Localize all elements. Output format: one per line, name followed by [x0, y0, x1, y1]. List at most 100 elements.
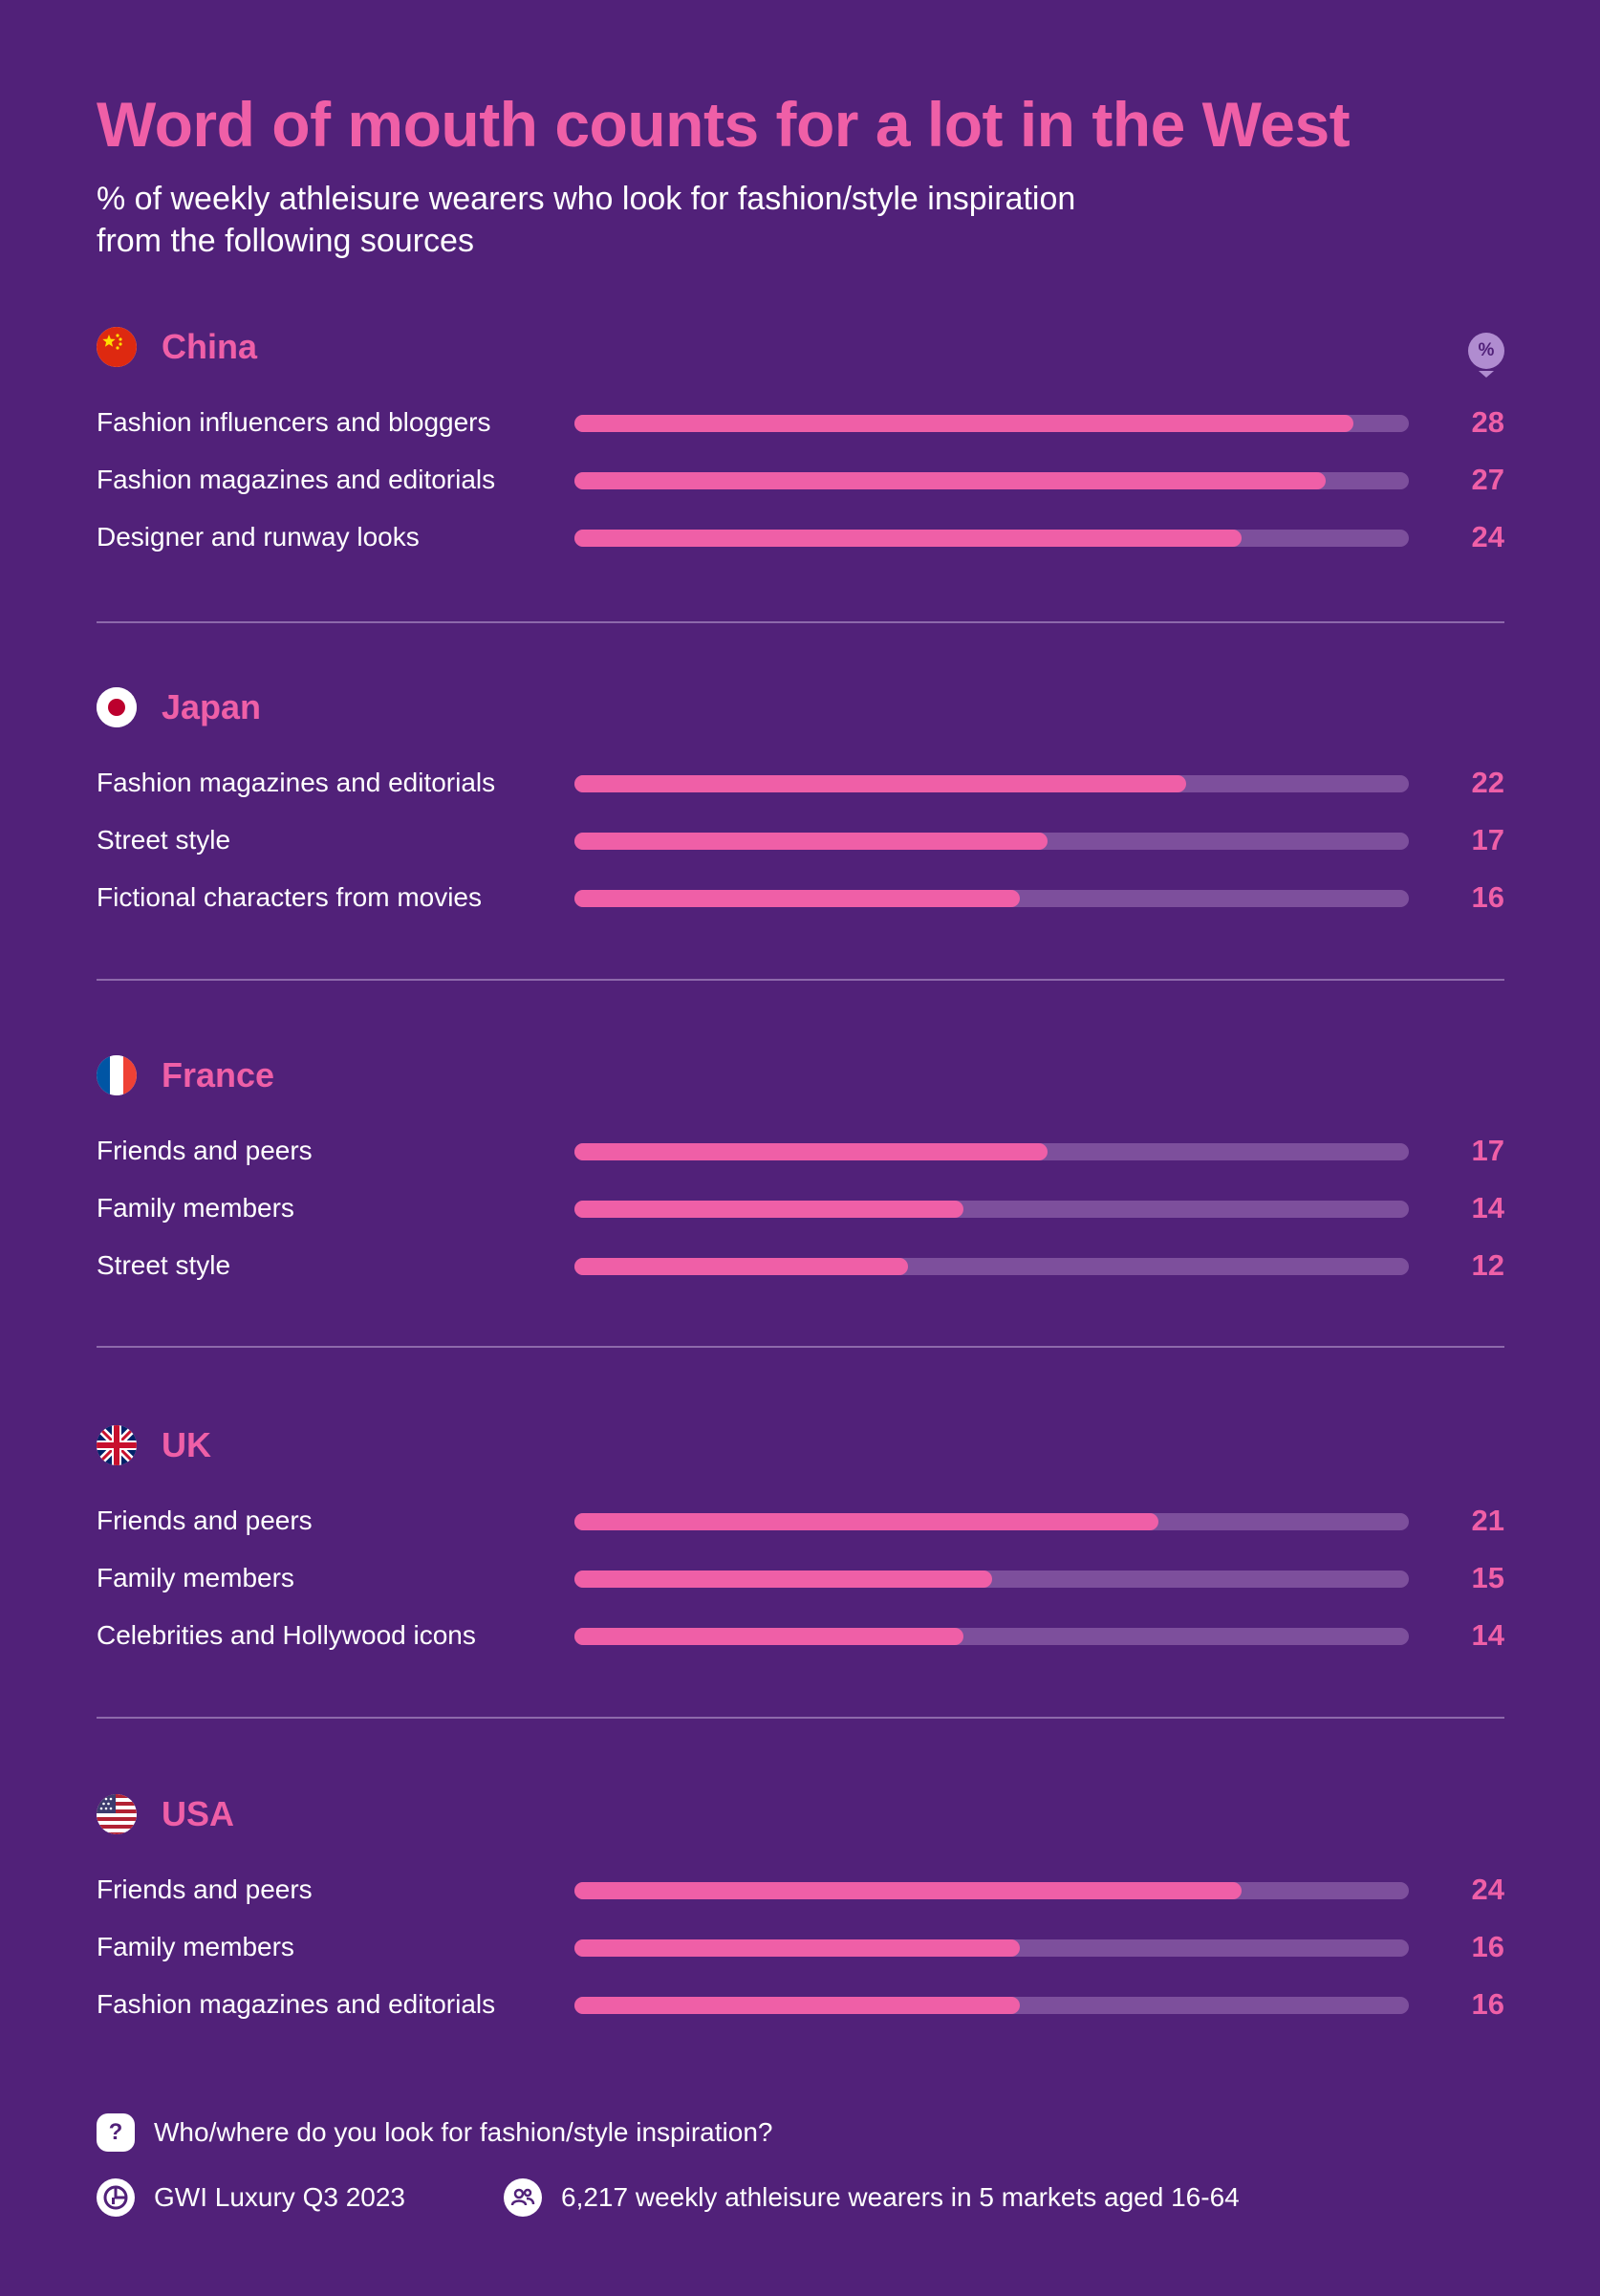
bar-value: 28 — [1471, 405, 1504, 439]
bar-value: 17 — [1471, 1134, 1504, 1167]
bar-label: Street style — [97, 1250, 231, 1280]
country-name: Japan — [162, 687, 262, 726]
people-icon — [504, 2178, 542, 2217]
footer-source: GWI Luxury Q3 2023 — [97, 2178, 405, 2217]
france-flag-icon — [97, 1055, 137, 1095]
bar-track — [574, 1997, 1409, 2014]
bar-fill — [574, 415, 1353, 432]
bar-label: Street style — [97, 825, 231, 855]
section-uk: UK Friends and peers 21 Family members 1… — [0, 1424, 1600, 1692]
bar-value: 16 — [1471, 1987, 1504, 2021]
bar-value: 24 — [1471, 1873, 1504, 1906]
percent-unit-badge: % — [1468, 333, 1504, 378]
country-header: China — [97, 326, 257, 368]
bar-fill — [574, 775, 1187, 792]
bar-track — [574, 1258, 1409, 1275]
bar-value: 21 — [1471, 1504, 1504, 1537]
country-name: USA — [162, 1794, 235, 1833]
chart-title: Word of mouth counts for a lot in the We… — [97, 89, 1351, 160]
section-divider — [97, 621, 1504, 623]
bar-fill — [574, 833, 1048, 850]
section-france: France Friends and peers 17 Family membe… — [0, 1054, 1600, 1322]
bar-label: Family members — [97, 1193, 294, 1223]
bar-track — [574, 1143, 1409, 1160]
bar-row: Friends and peers 17 — [0, 1132, 1600, 1170]
question-text: Who/where do you look for fashion/style … — [154, 2117, 773, 2147]
bar-label: Fashion influencers and bloggers — [97, 407, 491, 437]
subtitle-line-2: from the following sources — [97, 223, 474, 259]
bar-fill — [574, 1882, 1243, 1899]
country-header: USA — [97, 1793, 234, 1835]
bar-value: 14 — [1471, 1191, 1504, 1224]
bar-fill — [574, 1258, 909, 1275]
bar-track — [574, 1570, 1409, 1588]
bar-fill — [574, 890, 1020, 907]
bar-row: Celebrities and Hollywood icons 14 — [0, 1616, 1600, 1655]
bar-label: Fashion magazines and editorials — [97, 768, 496, 797]
section-divider — [97, 979, 1504, 981]
bar-track — [574, 833, 1409, 850]
bar-fill — [574, 1939, 1020, 1957]
bar-value: 17 — [1471, 823, 1504, 856]
country-header: UK — [97, 1424, 211, 1466]
country-header: Japan — [97, 686, 261, 728]
bar-track — [574, 775, 1409, 792]
bar-value: 16 — [1471, 1930, 1504, 1963]
source-text: GWI Luxury Q3 2023 — [154, 2182, 406, 2212]
bar-row: Fictional characters from movies 16 — [0, 878, 1600, 917]
japan-flag-icon — [97, 687, 137, 727]
bar-label: Family members — [97, 1563, 294, 1592]
footer-sample: 6,217 weekly athleisure wearers in 5 mar… — [504, 2178, 1240, 2217]
bar-row: Family members 14 — [0, 1189, 1600, 1227]
country-header: France — [97, 1054, 274, 1096]
section-divider — [97, 1346, 1504, 1348]
bar-track — [574, 415, 1409, 432]
bar-track — [574, 890, 1409, 907]
bar-value: 15 — [1471, 1561, 1504, 1594]
bar-label: Fashion magazines and editorials — [97, 1989, 496, 2019]
bar-row: Fashion magazines and editorials 22 — [0, 764, 1600, 802]
bar-label: Friends and peers — [97, 1874, 313, 1904]
bar-row: Fashion magazines and editorials 27 — [0, 461, 1600, 499]
bar-label: Fashion magazines and editorials — [97, 465, 496, 494]
sample-text: 6,217 weekly athleisure wearers in 5 mar… — [561, 2182, 1240, 2212]
section-usa: USA Friends and peers 24 Family members … — [0, 1793, 1600, 2061]
bar-row: Fashion influencers and bloggers 28 — [0, 403, 1600, 442]
country-name: China — [162, 327, 258, 366]
footer-question: ? Who/where do you look for fashion/styl… — [97, 2113, 772, 2152]
percent-icon: % — [1468, 333, 1504, 369]
usa-flag-icon — [97, 1794, 137, 1834]
bar-value: 14 — [1471, 1618, 1504, 1652]
section-china: China Fashion influencers and bloggers 2… — [0, 326, 1600, 594]
uk-flag-icon — [97, 1425, 137, 1465]
bar-fill — [574, 530, 1243, 547]
bar-row: Friends and peers 24 — [0, 1871, 1600, 1909]
bar-value: 22 — [1471, 766, 1504, 799]
bar-value: 27 — [1471, 463, 1504, 496]
bar-track — [574, 1882, 1409, 1899]
bar-fill — [574, 1997, 1020, 2014]
bar-label: Celebrities and Hollywood icons — [97, 1620, 476, 1650]
bar-fill — [574, 1570, 992, 1588]
subtitle-line-1: % of weekly athleisure wearers who look … — [97, 181, 1076, 217]
bar-fill — [574, 1201, 964, 1218]
bar-track — [574, 530, 1409, 547]
section-japan: Japan Fashion magazines and editorials 2… — [0, 686, 1600, 954]
badge-pointer-icon — [1479, 371, 1494, 378]
bar-track — [574, 1201, 1409, 1218]
bar-row: Street style 12 — [0, 1246, 1600, 1285]
bar-label: Friends and peers — [97, 1505, 313, 1535]
bar-value: 12 — [1471, 1248, 1504, 1282]
bar-fill — [574, 1513, 1159, 1530]
bar-row: Street style 17 — [0, 821, 1600, 859]
bar-fill — [574, 1628, 964, 1645]
section-divider — [97, 1717, 1504, 1719]
bar-label: Designer and runway looks — [97, 522, 420, 552]
bar-row: Designer and runway looks 24 — [0, 518, 1600, 556]
bar-label: Fictional characters from movies — [97, 882, 483, 912]
question-icon: ? — [97, 2113, 135, 2152]
country-name: UK — [162, 1425, 211, 1464]
bar-value: 24 — [1471, 520, 1504, 553]
bar-track — [574, 1513, 1409, 1530]
china-flag-icon — [97, 327, 137, 367]
